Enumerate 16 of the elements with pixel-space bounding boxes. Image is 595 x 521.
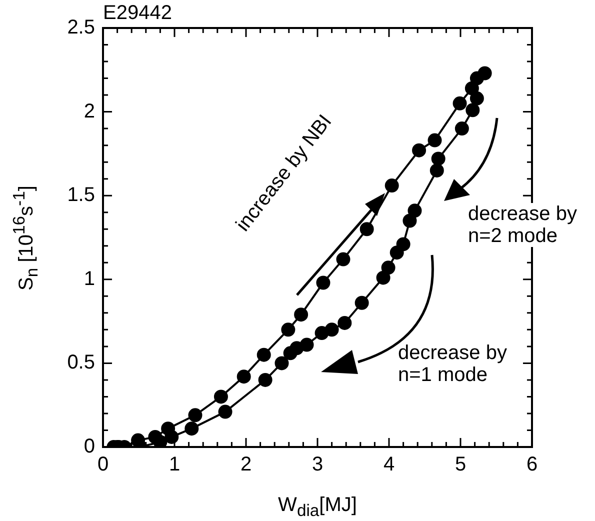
x-tick-label: 1 [168,454,180,476]
y-tick-label: 2 [84,100,95,122]
y-tick-label: 0 [84,436,95,458]
x-tick-label: 6 [526,454,538,476]
annotation: decrease by n=2 mode [468,203,577,247]
x-tick-label: 4 [383,454,395,476]
y-tick-label: 1.5 [67,184,95,206]
x-tick-label: 2 [240,454,252,476]
y-tick-label: 0.5 [67,352,95,374]
y-tick-label: 2.5 [67,16,95,39]
chart-title: E29442 [103,2,172,24]
x-tick-label: 5 [454,454,466,476]
x-axis-title: W$_{dia}$[MJ] [277,494,358,521]
x-tick-label: 3 [312,454,324,476]
y-tick-label: 1 [84,268,95,290]
annotation: decrease by n=1 mode [398,342,507,386]
